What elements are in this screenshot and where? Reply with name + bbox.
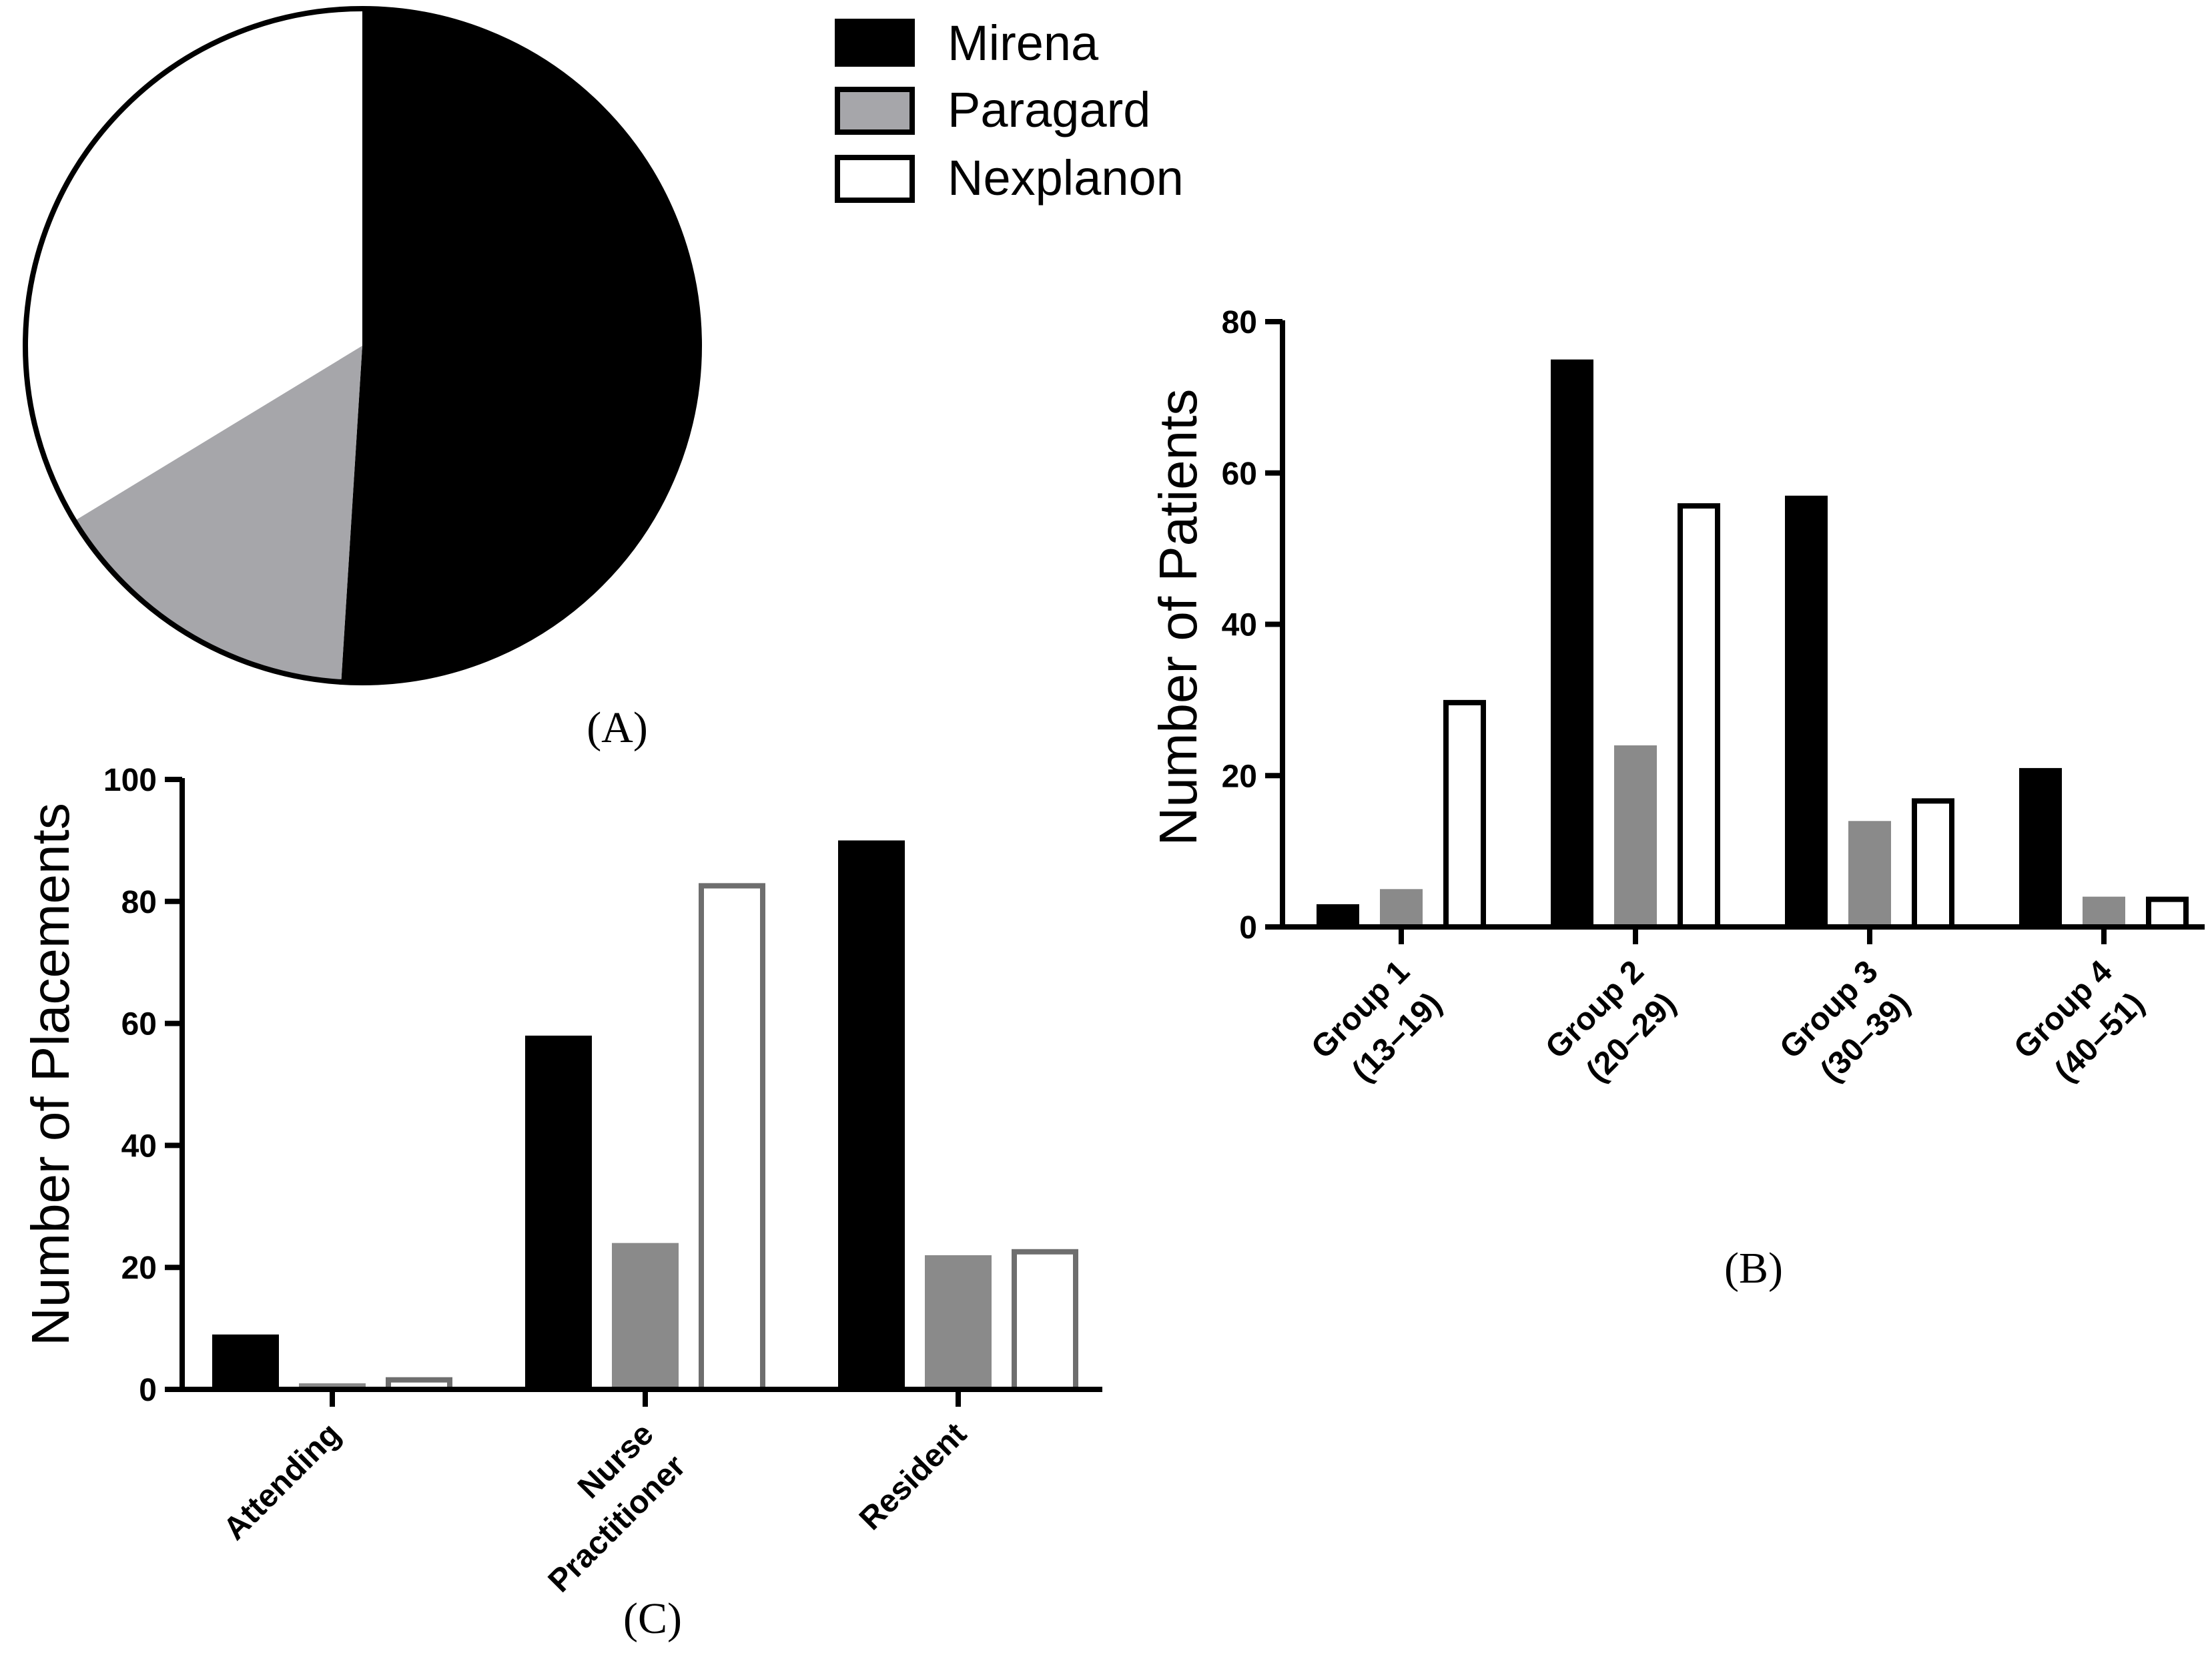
b-y-tick-label-60: 60 xyxy=(1222,456,1257,492)
c-y-tick-label-40: 40 xyxy=(121,1128,157,1164)
panel-label-b: (B) xyxy=(1724,1244,1783,1293)
pie-outline xyxy=(23,6,702,685)
c-bar-mirena-2 xyxy=(525,1035,592,1389)
b-bar-nexplanon-3 xyxy=(1912,798,1954,930)
c-bar-mirena-3 xyxy=(838,840,905,1389)
b-bar-paragard-4 xyxy=(2083,896,2125,927)
panel-b-axes xyxy=(1265,319,2205,944)
c-bar-paragard-1 xyxy=(299,1383,366,1389)
c-y-tick-label-100: 100 xyxy=(103,763,157,798)
b-bar-nexplanon-4 xyxy=(2146,896,2189,930)
c-y-tick-label-20: 20 xyxy=(121,1251,157,1286)
b-bar-paragard-3 xyxy=(1848,821,1891,927)
c-y-tick-label-0: 0 xyxy=(139,1373,157,1408)
legend-label-paragard: Paragard xyxy=(948,82,1150,137)
panel-label-a: (A) xyxy=(587,703,648,752)
c-y-tick-label-80: 80 xyxy=(121,885,157,920)
c-bar-paragard-3 xyxy=(925,1255,992,1389)
b-bar-paragard-1 xyxy=(1380,889,1423,927)
panel-b-y-tick-labels: 0 20 40 60 80 xyxy=(1222,305,1257,946)
panel-label-c: (C) xyxy=(623,1594,682,1643)
panel-b-category-labels: Group 1(13–19) Group 2(20–29) Group 3(30–3… xyxy=(1305,954,2151,1089)
c-y-tick-label-60: 60 xyxy=(121,1007,157,1042)
panel-b-y-axis-title: Number of Patients xyxy=(1148,389,1208,846)
b-bar-mirena-4 xyxy=(2019,767,2062,927)
panel-b-bar-chart: 0 20 40 60 80 Group 1(13–19) Group 2(20–29) Gr… xyxy=(1148,305,2205,1293)
b-bar-paragard-2 xyxy=(1614,745,1657,927)
legend: Mirena Paragard Nexplanon xyxy=(835,15,1184,206)
panel-c-bars xyxy=(212,840,1078,1393)
panel-c-axes xyxy=(165,777,1102,1407)
c-bar-nexplanon-3 xyxy=(1012,1249,1078,1393)
b-y-tick-label-0: 0 xyxy=(1239,910,1257,946)
legend-label-mirena: Mirena xyxy=(948,15,1099,71)
b-bar-nexplanon-1 xyxy=(1443,699,1486,930)
pie-slice-nexplanon xyxy=(25,8,363,521)
b-y-tick-label-80: 80 xyxy=(1222,305,1257,340)
panel-c-y-axis-title: Number of Placements xyxy=(21,803,80,1346)
panel-b-bars xyxy=(1317,359,2189,930)
b-bar-mirena-3 xyxy=(1785,495,1828,927)
legend-label-nexplanon: Nexplanon xyxy=(948,150,1184,206)
b-y-tick-label-20: 20 xyxy=(1222,759,1257,794)
b-bar-mirena-1 xyxy=(1317,904,1359,927)
panel-c-y-tick-labels: 0 20 40 60 80 100 xyxy=(103,763,157,1408)
legend-swatch-paragard xyxy=(835,87,915,135)
c-category-label-3: Resident xyxy=(853,1416,974,1537)
pie-slice-paragard xyxy=(74,346,362,683)
b-bar-mirena-2 xyxy=(1551,359,1593,927)
pie-slice-mirena xyxy=(341,9,699,683)
b-bar-nexplanon-2 xyxy=(1678,503,1720,930)
legend-swatch-nexplanon xyxy=(835,155,915,203)
c-bar-nexplanon-2 xyxy=(699,883,765,1392)
c-bar-paragard-2 xyxy=(612,1243,679,1389)
c-category-label-1: Attending xyxy=(217,1416,348,1547)
b-y-tick-label-40: 40 xyxy=(1222,608,1257,643)
panel-a-pie-chart: (A) xyxy=(23,6,702,752)
legend-swatch-mirena xyxy=(835,19,915,67)
c-bar-mirena-1 xyxy=(212,1334,279,1389)
